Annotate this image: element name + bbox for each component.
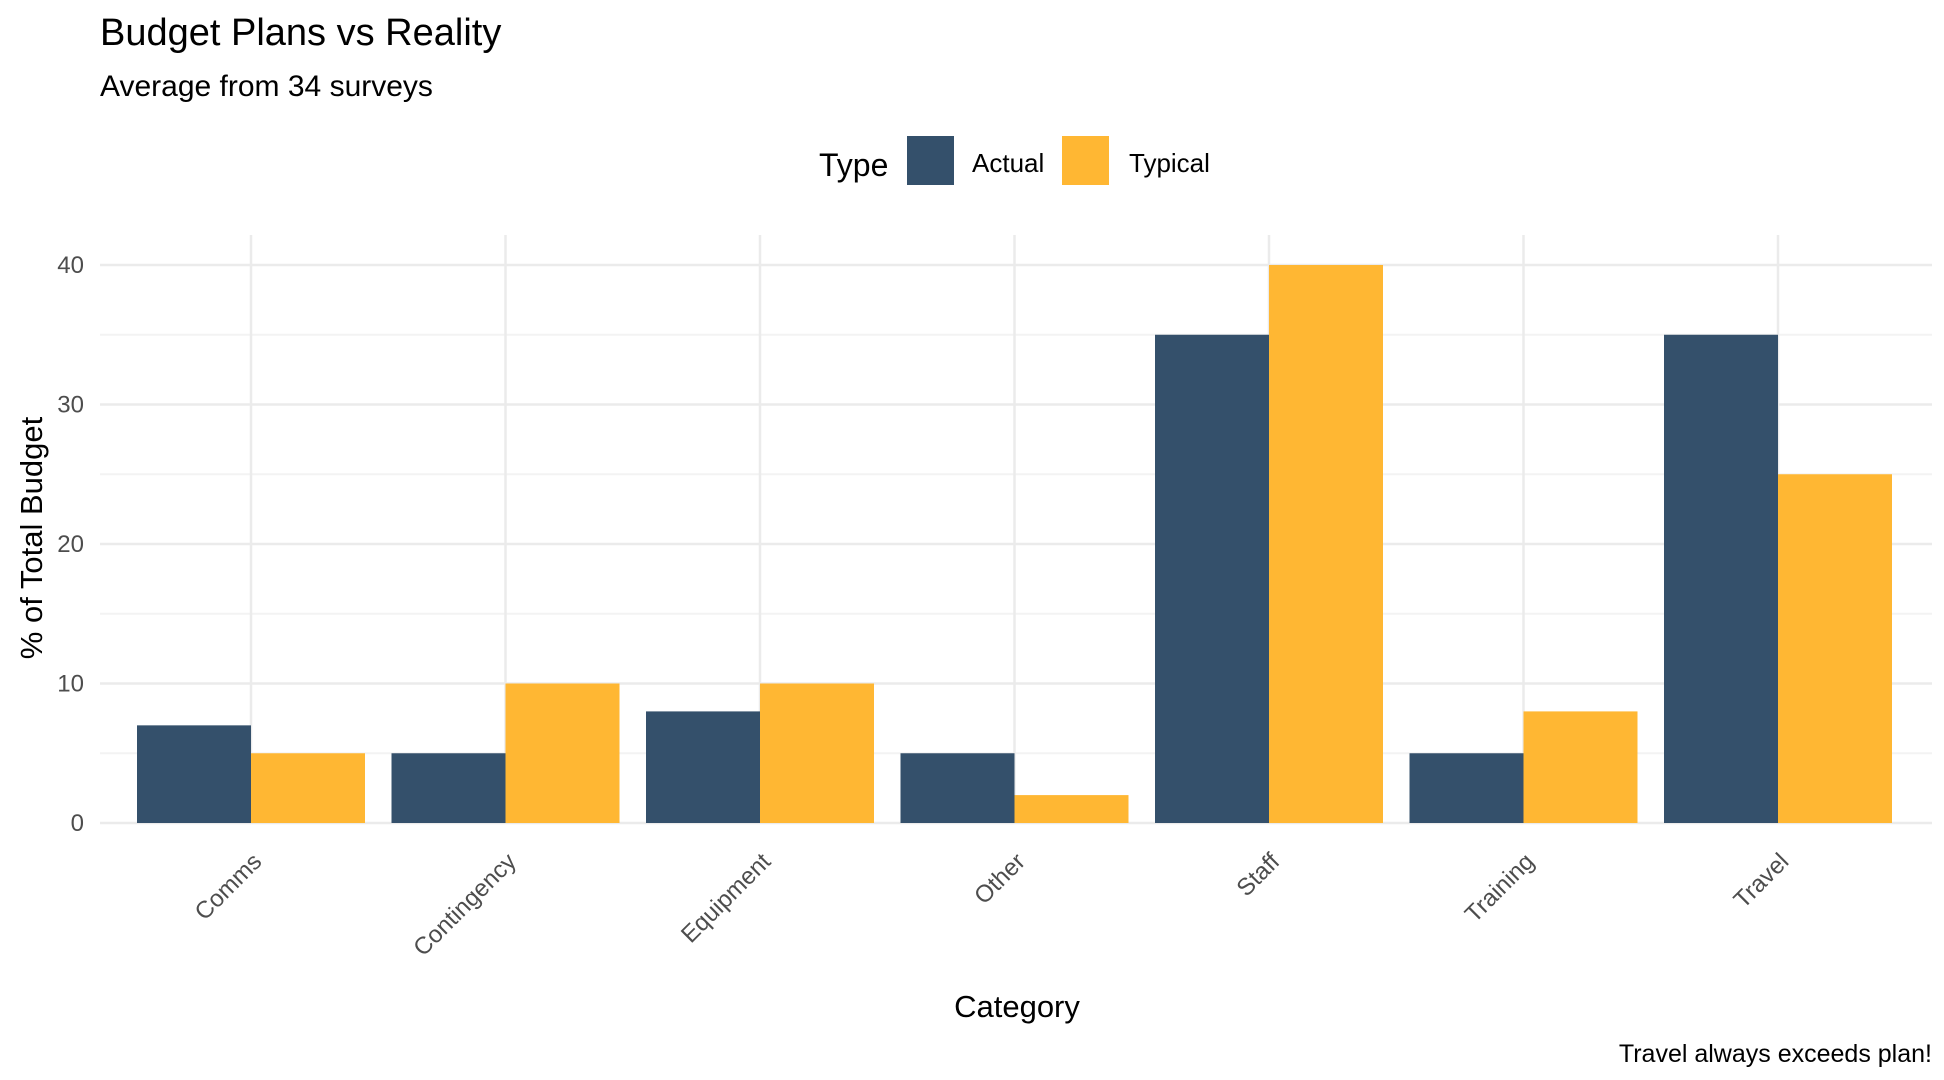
bar-actual-staff — [1155, 334, 1269, 823]
chart-caption: Travel always exceeds plan! — [1619, 1040, 1932, 1068]
bar-typical-other — [1014, 795, 1129, 823]
x-axis-ticks: Comms Contingency Equipment Other Staff Train… — [190, 848, 1795, 962]
bars — [137, 265, 1892, 823]
bar-actual-training — [1409, 753, 1524, 823]
x-tick-label: Equipment — [676, 848, 776, 948]
legend-key-actual — [907, 136, 954, 185]
bar-typical-training — [1523, 711, 1638, 823]
bar-actual-equipment — [646, 711, 760, 823]
x-axis-label: Category — [954, 989, 1080, 1024]
x-tick-label: Comms — [190, 848, 268, 926]
y-axis-ticks: 0 10 20 30 40 — [57, 252, 84, 837]
y-axis-label: % of Total Budget — [14, 416, 49, 659]
chart-subtitle: Average from 34 surveys — [100, 70, 433, 103]
bar-typical-staff — [1269, 265, 1383, 823]
bar-actual-comms — [137, 725, 251, 823]
y-tick-label: 30 — [57, 392, 84, 419]
x-tick-label: Staff — [1232, 848, 1286, 902]
grid — [100, 235, 1932, 825]
bar-typical-equipment — [760, 683, 874, 823]
y-tick-label: 0 — [71, 810, 84, 837]
bar-typical-contingency — [505, 683, 620, 823]
bar-actual-other — [900, 753, 1015, 823]
y-tick-label: 40 — [57, 252, 84, 279]
bar-typical-travel — [1778, 474, 1892, 823]
chart-title: Budget Plans vs Reality — [100, 12, 501, 54]
y-tick-label: 20 — [57, 531, 84, 558]
legend-label-typical: Typical — [1129, 148, 1210, 178]
bar-actual-travel — [1664, 334, 1778, 823]
y-tick-label: 10 — [57, 671, 84, 698]
x-tick-label: Travel — [1729, 848, 1795, 914]
x-tick-label: Training — [1460, 848, 1540, 928]
legend: Type Actual Typical — [819, 136, 1210, 185]
legend-label-actual: Actual — [972, 148, 1044, 178]
x-tick-label: Contingency — [408, 848, 521, 961]
bar-actual-contingency — [391, 753, 506, 823]
x-tick-label: Other — [969, 848, 1031, 910]
legend-key-typical — [1062, 136, 1109, 185]
bar-typical-comms — [251, 753, 365, 823]
legend-title: Type — [819, 147, 888, 183]
